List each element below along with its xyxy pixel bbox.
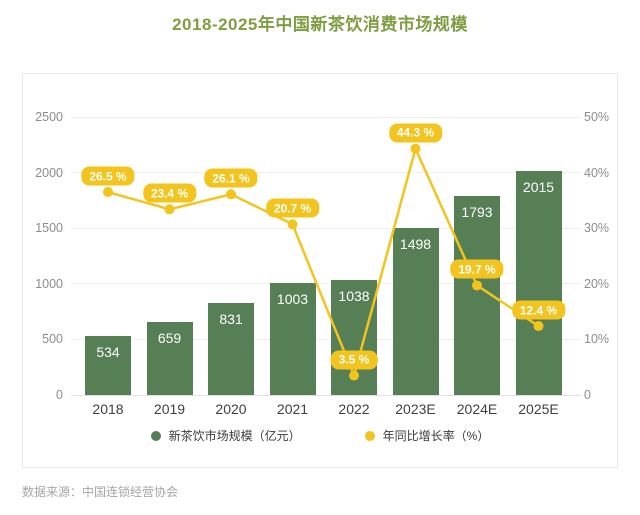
growth-point xyxy=(472,280,482,291)
bar-2019: 659 xyxy=(146,321,193,395)
growth-point xyxy=(410,143,421,154)
growth-label-pill: 19.7 % xyxy=(450,259,504,279)
page-title: 2018-2025年中国新茶饮消费市场规模 xyxy=(172,15,468,34)
x-axis-label-2021: 2021 xyxy=(276,401,309,417)
plot-area: 534 659 831 1003 1038 1498 1793 2015 26.5 % 23.4 … xyxy=(71,116,581,396)
gridline xyxy=(71,116,581,118)
x-axis-label-2022: 2022 xyxy=(338,401,370,417)
growth-label-pill: 20.7 % xyxy=(265,198,320,218)
x-axis-label-2018: 2018 xyxy=(92,401,124,417)
bar-2025E: 2015 xyxy=(515,170,562,395)
x-axis-label-2024E: 2024E xyxy=(456,401,498,417)
data-source: 数据来源：中国连锁经营协会 xyxy=(22,485,179,499)
legend-dot xyxy=(364,430,375,441)
growth-line-layer xyxy=(103,143,544,381)
bar-value-label: 1038 xyxy=(338,287,370,304)
legend: 新茶饮市场规模（亿元） 年同比增长率（%） xyxy=(23,427,617,444)
y-axis-left-tick: 0 xyxy=(56,388,63,402)
y-axis-right-tick: 10% xyxy=(584,332,610,347)
bar-2018: 534 xyxy=(85,335,131,395)
gridline xyxy=(71,227,581,229)
x-axis-label-2020: 2020 xyxy=(215,401,247,417)
growth-label-pill: 12.4 % xyxy=(511,300,566,320)
growth-label-pill: 23.4 % xyxy=(142,183,197,203)
y-axis-right-tick: 40% xyxy=(584,165,610,180)
growth-point xyxy=(103,187,113,198)
bar-value-label: 1498 xyxy=(399,236,432,253)
gridline xyxy=(71,283,581,285)
y-axis-right-tick: 20% xyxy=(584,276,610,291)
growth-point xyxy=(164,204,175,215)
y-axis-left: 0 500 1000 1500 2000 2500 xyxy=(23,74,63,467)
y-axis-left-tick: 2000 xyxy=(35,165,63,180)
bar-value-label: 534 xyxy=(96,343,120,360)
y-axis-left-tick: 1000 xyxy=(35,276,63,291)
x-axis-label-2023E: 2023E xyxy=(395,401,436,417)
bar-value-label: 1793 xyxy=(461,203,493,220)
y-axis-left-tick: 1500 xyxy=(35,221,63,236)
x-axis-label-2019: 2019 xyxy=(153,401,186,417)
y-axis-right: 0 10% 20% 30% 40% 50% xyxy=(584,74,619,467)
y-axis-right-tick: 0 xyxy=(584,388,591,402)
growth-label-pill: 44.3 % xyxy=(388,123,443,143)
legend-label: 年同比增长率（%） xyxy=(382,429,490,443)
bar-2021: 1003 xyxy=(269,283,316,395)
x-axis: 2018 2019 2020 2021 2022 2023E 2024E 2025E xyxy=(71,401,581,419)
chart-card: 0 500 1000 1500 2000 2500 0 10% 20% 30% 40% 50% 53… xyxy=(22,73,618,468)
y-axis-right-tick: 50% xyxy=(584,110,610,124)
legend-item: 年同比增长率（%） xyxy=(364,427,490,444)
gridline-baseline xyxy=(71,394,581,396)
growth-point xyxy=(349,370,359,381)
legend-label: 新茶饮市场规模（亿元） xyxy=(168,429,301,443)
y-axis-left-tick: 2500 xyxy=(35,110,63,124)
growth-label-pill: 26.1 % xyxy=(204,168,258,188)
bar-value-label: 659 xyxy=(157,329,182,346)
growth-label-pill: 26.5 % xyxy=(81,166,135,186)
legend-item: 新茶饮市场规模（亿元） xyxy=(150,427,301,444)
legend-dot xyxy=(150,430,161,441)
y-axis-left-tick: 500 xyxy=(42,332,63,347)
bar-value-label: 1003 xyxy=(276,291,309,308)
bar-2023E: 1498 xyxy=(392,228,439,395)
growth-label-pill: 3.5 % xyxy=(330,350,378,370)
bar-value-label: 2015 xyxy=(522,178,555,195)
y-axis-right-tick: 30% xyxy=(584,221,610,236)
growth-point xyxy=(287,219,298,230)
gridline xyxy=(71,338,581,340)
growth-point xyxy=(533,321,544,332)
x-axis-label-2025E: 2025E xyxy=(518,401,559,417)
gridline xyxy=(71,172,581,174)
growth-point xyxy=(226,189,236,200)
bar-2020: 831 xyxy=(208,302,254,395)
bar-value-label: 831 xyxy=(219,310,243,327)
